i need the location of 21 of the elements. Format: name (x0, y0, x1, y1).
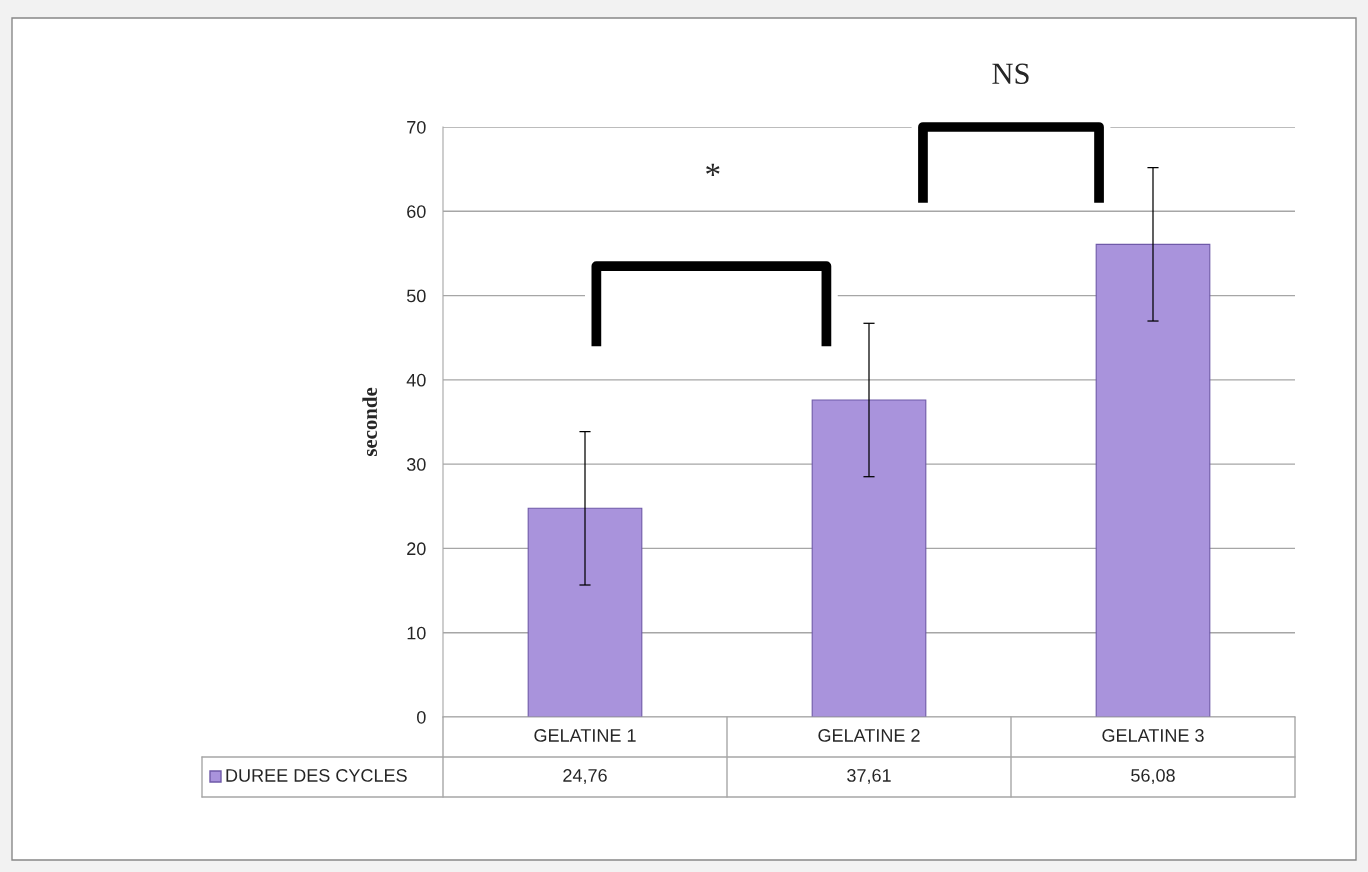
data-label: 37,61 (847, 769, 891, 784)
y-tick-label: 20 (407, 542, 426, 556)
x-tick-label: GELATINE 2 (818, 729, 920, 742)
y-tick-label: 60 (407, 205, 426, 219)
bar (811, 399, 927, 717)
y-tick-label: 0 (417, 710, 426, 724)
y-tick-label: 10 (407, 626, 426, 640)
y-axis-title: seconde (362, 387, 378, 457)
y-tick-label: 70 (407, 120, 426, 134)
text: NS (992, 63, 1029, 85)
annotation: * (706, 163, 720, 176)
y-tick-label: 50 (406, 289, 426, 303)
x-tick-label: GELATINE 3 (1102, 729, 1204, 742)
x-tick-label: GELATINE 1 (534, 729, 636, 742)
y-tick-label: 30 (406, 458, 426, 471)
bar (1095, 243, 1211, 717)
data-label: 56,08 (1131, 769, 1175, 784)
y-tick-label: 40 (406, 373, 426, 387)
bar (527, 507, 643, 717)
data-label: 24,76 (563, 769, 607, 784)
legend-label: DUREE DES CYCLES (226, 769, 407, 782)
